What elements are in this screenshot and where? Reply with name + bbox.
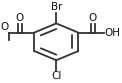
Text: O: O — [89, 13, 97, 23]
Text: Br: Br — [51, 2, 62, 12]
Text: O: O — [16, 13, 24, 23]
Text: OH: OH — [104, 28, 120, 38]
Text: Cl: Cl — [51, 71, 61, 81]
Text: O: O — [0, 22, 9, 32]
